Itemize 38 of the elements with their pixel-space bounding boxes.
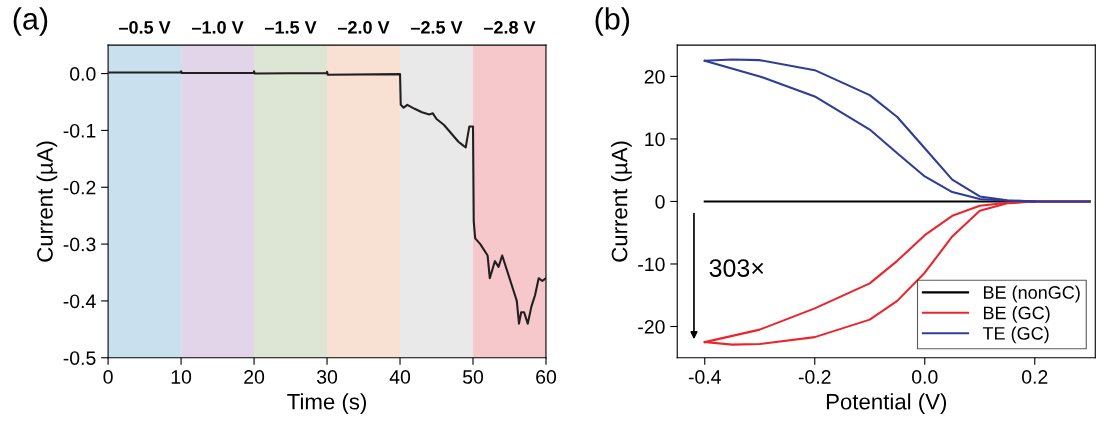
x-tick-label: -0.4 bbox=[688, 370, 721, 384]
chart-title: (b) bbox=[595, 7, 630, 36]
y-tick-label: -0.2 bbox=[63, 180, 96, 195]
y-tick-label: -10 bbox=[638, 257, 665, 272]
chart-title: (a) bbox=[13, 7, 48, 36]
band-label: –1.0 V bbox=[192, 20, 244, 34]
y-tick-label: -20 bbox=[638, 319, 665, 334]
y-tick-label: -0.1 bbox=[63, 123, 96, 138]
legend-label: BE (nonGC) bbox=[983, 285, 1080, 303]
y-tick-label: -0.5 bbox=[63, 351, 96, 365]
band-label: –2.5 V bbox=[410, 20, 463, 34]
y-tick-label: 0 bbox=[655, 194, 665, 209]
legend-label: TE (GC) bbox=[982, 326, 1049, 344]
band-label: –2.8 V bbox=[483, 20, 536, 34]
annotation: 303× bbox=[709, 259, 764, 277]
y-tick-label: 10 bbox=[645, 132, 665, 147]
y-tick-label: 20 bbox=[644, 69, 665, 84]
x-axis-title: Time (s) bbox=[287, 393, 366, 414]
y-tick-label: -0.4 bbox=[63, 294, 96, 309]
y-tick-label: 0.0 bbox=[70, 67, 96, 81]
band-label: –2.0 V bbox=[337, 20, 390, 34]
x-tick-label: 30 bbox=[316, 370, 338, 384]
x-tick-label: 0.0 bbox=[912, 370, 938, 384]
legend-label: BE (GC) bbox=[983, 306, 1050, 323]
x-tick-label: 10 bbox=[171, 370, 192, 384]
x-axis-title: Potential (V) bbox=[826, 393, 947, 414]
band-label: –1.5 V bbox=[265, 21, 317, 34]
x-tick-label: 0 bbox=[103, 370, 113, 384]
y-axis-title: Current (µA) bbox=[36, 141, 58, 262]
y-axis-title: Current (µA) bbox=[611, 141, 632, 262]
x-tick-label: 40 bbox=[389, 370, 411, 384]
x-tick-label: 50 bbox=[462, 370, 484, 384]
y-tick-label: -0.3 bbox=[63, 237, 96, 252]
x-tick-label: -0.2 bbox=[798, 370, 831, 384]
band-label: –0.5 V bbox=[119, 20, 171, 34]
x-tick-label: 60 bbox=[536, 370, 557, 384]
x-tick-label: 0.2 bbox=[1022, 370, 1048, 384]
x-tick-label: 20 bbox=[244, 370, 265, 384]
